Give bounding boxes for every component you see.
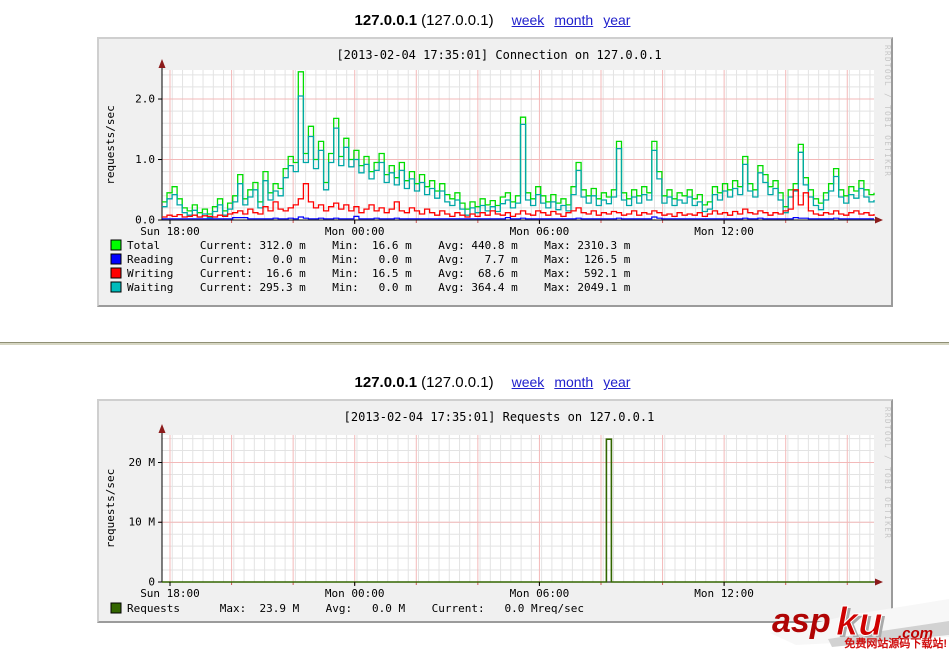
- year-link[interactable]: year: [603, 374, 631, 390]
- year-link[interactable]: year: [603, 12, 631, 28]
- connection-chart: Sun 18:00 Mon 00:00 Mon 06:00 Mon 12:00 0.0 1…: [104, 45, 891, 294]
- svg-text:Mon 00:00: Mon 00:00: [325, 587, 385, 600]
- host-alias: (127.0.0.1): [421, 374, 494, 391]
- svg-text:1.0: 1.0: [135, 153, 155, 166]
- svg-text:2.0: 2.0: [135, 93, 155, 106]
- svg-text:[2013-02-04 17:35:01] Requests: [2013-02-04 17:35:01] Requests on 127.0.…: [344, 410, 655, 424]
- svg-text:Reading Current: 0.0 m: Reading Current: 0.0 m Min: 0.0 m Avg: 7…: [127, 253, 631, 266]
- svg-text:RRDTOOL / TOBI OETIKER: RRDTOOL / TOBI OETIKER: [883, 45, 891, 177]
- svg-text:Mon 06:00: Mon 06:00: [510, 225, 570, 238]
- svg-text:0.0: 0.0: [135, 214, 155, 227]
- svg-text:Mon 12:00: Mon 12:00: [694, 587, 754, 600]
- brand-ku: ku: [836, 600, 883, 644]
- aspku-watermark: asp ku ku .com 免费网站源码下载站!: [770, 591, 949, 649]
- svg-text:RRDTOOL / TOBI OETIKER: RRDTOOL / TOBI OETIKER: [883, 407, 891, 539]
- svg-text:Requests Max: 23.9 M: Requests Max: 23.9 M Avg: 0.0 M Current:…: [127, 602, 584, 615]
- month-link[interactable]: month: [554, 374, 594, 390]
- svg-text:Total Current: 312.0 m: Total Current: 312.0 m Min: 16.6 m Avg: …: [127, 239, 631, 252]
- section-divider: [0, 342, 949, 346]
- svg-text:Sun 18:00: Sun 18:00: [140, 225, 200, 238]
- requests-graph-image: Sun 18:00 Mon 00:00 Mon 06:00 Mon 12:00 0 10 …: [97, 399, 893, 623]
- host-title: 127.0.0.1: [354, 12, 418, 29]
- graph-header-requests: 127.0.0.1 (127.0.0.1) week month year: [97, 374, 893, 391]
- week-link[interactable]: week: [511, 374, 545, 390]
- svg-text:Mon 06:00: Mon 06:00: [510, 587, 570, 600]
- brand-tld: .com: [898, 625, 933, 642]
- svg-text:requests/sec: requests/sec: [104, 105, 117, 184]
- week-link[interactable]: week: [511, 12, 545, 28]
- requests-chart: Sun 18:00 Mon 00:00 Mon 06:00 Mon 12:00 0 10 …: [104, 407, 891, 615]
- month-link[interactable]: month: [554, 12, 594, 28]
- logo-ribbon: [828, 621, 949, 647]
- svg-text:Waiting Current: 295.3 m: Waiting Current: 295.3 m Min: 0.0 m Avg:…: [127, 281, 631, 294]
- svg-text:Writing Current: 16.6 m: Writing Current: 16.6 m Min: 16.5 m Avg:…: [127, 267, 631, 280]
- svg-text:Sun 18:00: Sun 18:00: [140, 587, 200, 600]
- brand-asp: asp: [772, 602, 831, 640]
- svg-text:Mon 00:00: Mon 00:00: [325, 225, 385, 238]
- svg-text:0: 0: [148, 576, 155, 589]
- svg-text:Mon 12:00: Mon 12:00: [694, 225, 754, 238]
- brand-tagline: 免费网站源码下载站!: [844, 636, 947, 649]
- svg-text:10 M: 10 M: [129, 516, 156, 529]
- aspku-logo: asp ku ku .com 免费网站源码下载站!: [770, 599, 949, 649]
- svg-text:requests/sec: requests/sec: [104, 469, 117, 548]
- svg-text:20 M: 20 M: [129, 456, 156, 469]
- graph-header-connections: 127.0.0.1 (127.0.0.1) week month year: [97, 12, 893, 29]
- svg-text:[2013-02-04 17:35:01] Connecti: [2013-02-04 17:35:01] Connection on 127.…: [336, 48, 661, 62]
- connection-graph-image: Sun 18:00 Mon 00:00 Mon 06:00 Mon 12:00 0.0 1…: [97, 37, 893, 307]
- brand-ku-shadow: ku: [839, 602, 886, 646]
- host-alias: (127.0.0.1): [421, 12, 494, 29]
- host-title: 127.0.0.1: [354, 374, 418, 391]
